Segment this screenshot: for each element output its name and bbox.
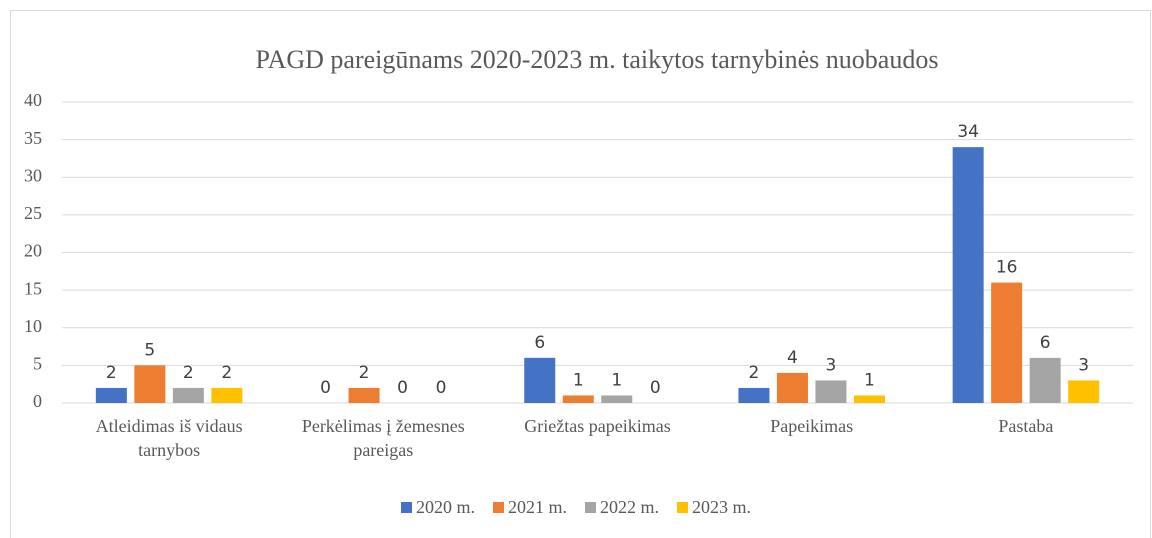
legend-item: 2023 m. xyxy=(677,497,751,518)
x-tick-label: Papeikimas xyxy=(770,416,854,436)
x-tick-label: Griežtas papeikimas xyxy=(524,416,671,436)
bar xyxy=(776,372,808,403)
y-tick-label: 0 xyxy=(33,391,42,411)
bar xyxy=(952,147,984,403)
y-tick-label: 20 xyxy=(24,241,42,261)
y-tick-label: 30 xyxy=(24,165,42,185)
x-tick-label: Atleidimas iš vidaus tarnybos xyxy=(95,416,243,460)
data-label: 4 xyxy=(787,348,798,368)
data-label: 1 xyxy=(611,370,622,390)
x-tick-label: Perkėlimas į žemesnes pareigas xyxy=(301,416,465,460)
data-label: 34 xyxy=(957,122,979,142)
bar xyxy=(853,395,885,403)
data-label: 0 xyxy=(320,378,331,398)
bar xyxy=(1068,380,1100,403)
bar xyxy=(95,387,127,403)
y-tick-label: 25 xyxy=(24,203,42,223)
bar xyxy=(562,395,594,403)
y-tick-label: 15 xyxy=(24,278,42,298)
legend-swatch xyxy=(400,502,412,513)
legend-swatch xyxy=(492,502,504,513)
bar xyxy=(172,387,204,403)
data-label: 2 xyxy=(221,363,232,383)
bar xyxy=(211,387,243,403)
data-label: 2 xyxy=(749,363,760,383)
bar xyxy=(348,387,380,403)
bar xyxy=(738,387,770,403)
legend-label: 2022 m. xyxy=(600,497,660,517)
data-label: 3 xyxy=(1078,355,1089,375)
bar xyxy=(134,365,166,403)
y-tick-label: 40 xyxy=(24,90,42,110)
y-tick-label: 10 xyxy=(24,316,42,336)
legend-label: 2021 m. xyxy=(507,497,567,517)
legend-swatch xyxy=(585,502,596,513)
legend-label: 2023 m. xyxy=(692,497,752,517)
data-label: 0 xyxy=(436,378,447,398)
bar xyxy=(524,357,556,403)
data-label: 3 xyxy=(826,355,837,375)
data-label: 0 xyxy=(397,378,408,398)
data-label: 1 xyxy=(573,370,584,390)
chart-title: PAGD pareigūnams 2020-2023 m. taikytos t… xyxy=(256,45,939,74)
legend-item: 2022 m. xyxy=(585,497,659,518)
legend: 2020 m. 2021 m. 2022 m. 2023 m. xyxy=(0,497,1152,518)
data-label: 5 xyxy=(144,340,155,360)
y-tick-label: 35 xyxy=(24,128,42,148)
legend-item: 2020 m. xyxy=(400,497,475,518)
x-tick-label: Pastaba xyxy=(998,416,1054,436)
data-label: 2 xyxy=(183,363,194,383)
bar xyxy=(1029,357,1061,403)
data-label: 1 xyxy=(864,370,875,390)
bar xyxy=(991,282,1023,403)
data-label: 6 xyxy=(534,333,545,353)
data-label: 16 xyxy=(996,258,1018,278)
data-label: 0 xyxy=(650,378,661,398)
legend-label: 2020 m. xyxy=(415,497,475,517)
data-label: 2 xyxy=(106,363,117,383)
data-label: 2 xyxy=(359,363,370,383)
y-tick-label: 5 xyxy=(33,354,42,374)
legend-item: 2021 m. xyxy=(492,497,567,518)
data-label: 6 xyxy=(1040,333,1051,353)
bar xyxy=(815,380,847,403)
bar xyxy=(601,395,633,403)
legend-swatch xyxy=(677,502,689,513)
